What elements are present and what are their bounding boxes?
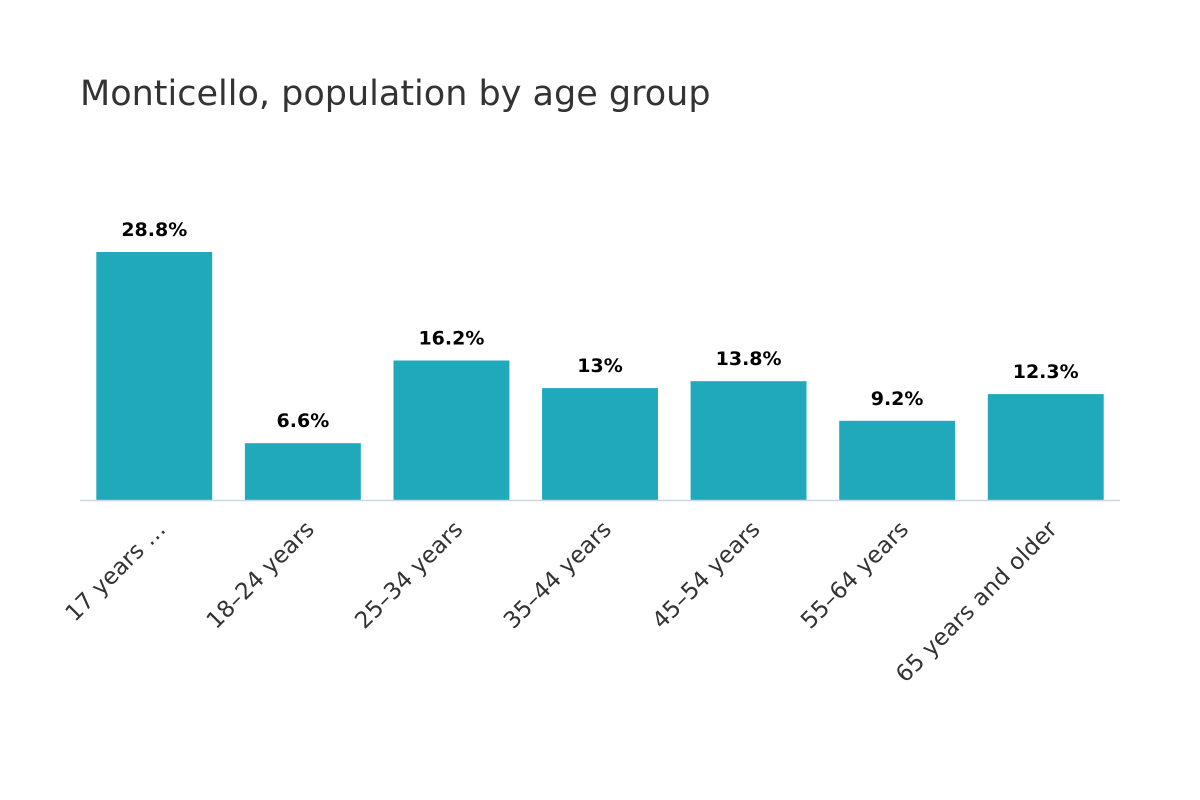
category-labels-layer: 17 years … 18–24 years 25–34 years 35–44 ye…	[61, 516, 1063, 688]
bar[interactable]	[987, 394, 1104, 500]
chart-title: Monticello, population by age group	[80, 74, 711, 114]
bar[interactable]	[244, 443, 361, 500]
x-tick-label: 35–44 years	[499, 516, 617, 634]
data-label: 12.3%	[1013, 361, 1079, 383]
x-tick-label: 18–24 years	[202, 516, 320, 634]
x-tick-label: 45–54 years	[648, 516, 766, 634]
data-label: 6.6%	[277, 410, 330, 432]
bar[interactable]	[839, 420, 956, 500]
bar[interactable]	[96, 252, 213, 500]
bar[interactable]	[393, 360, 510, 501]
data-label: 16.2%	[418, 328, 484, 350]
bars-layer	[96, 252, 1104, 501]
data-label: 13%	[577, 355, 622, 377]
bar[interactable]	[690, 381, 807, 500]
x-tick-label: 65 years and older	[891, 516, 1063, 688]
data-label: 13.8%	[716, 348, 782, 370]
x-tick-label: 17 years …	[61, 516, 171, 626]
data-label: 28.8%	[121, 219, 187, 241]
value-labels-layer: 28.8% 6.6% 16.2% 13% 13.8% 9.2% 12.3%	[121, 219, 1078, 432]
bar[interactable]	[542, 388, 658, 500]
data-label: 9.2%	[871, 388, 924, 410]
x-tick-label: 25–34 years	[350, 516, 468, 634]
x-tick-label: 55–64 years	[796, 516, 914, 634]
